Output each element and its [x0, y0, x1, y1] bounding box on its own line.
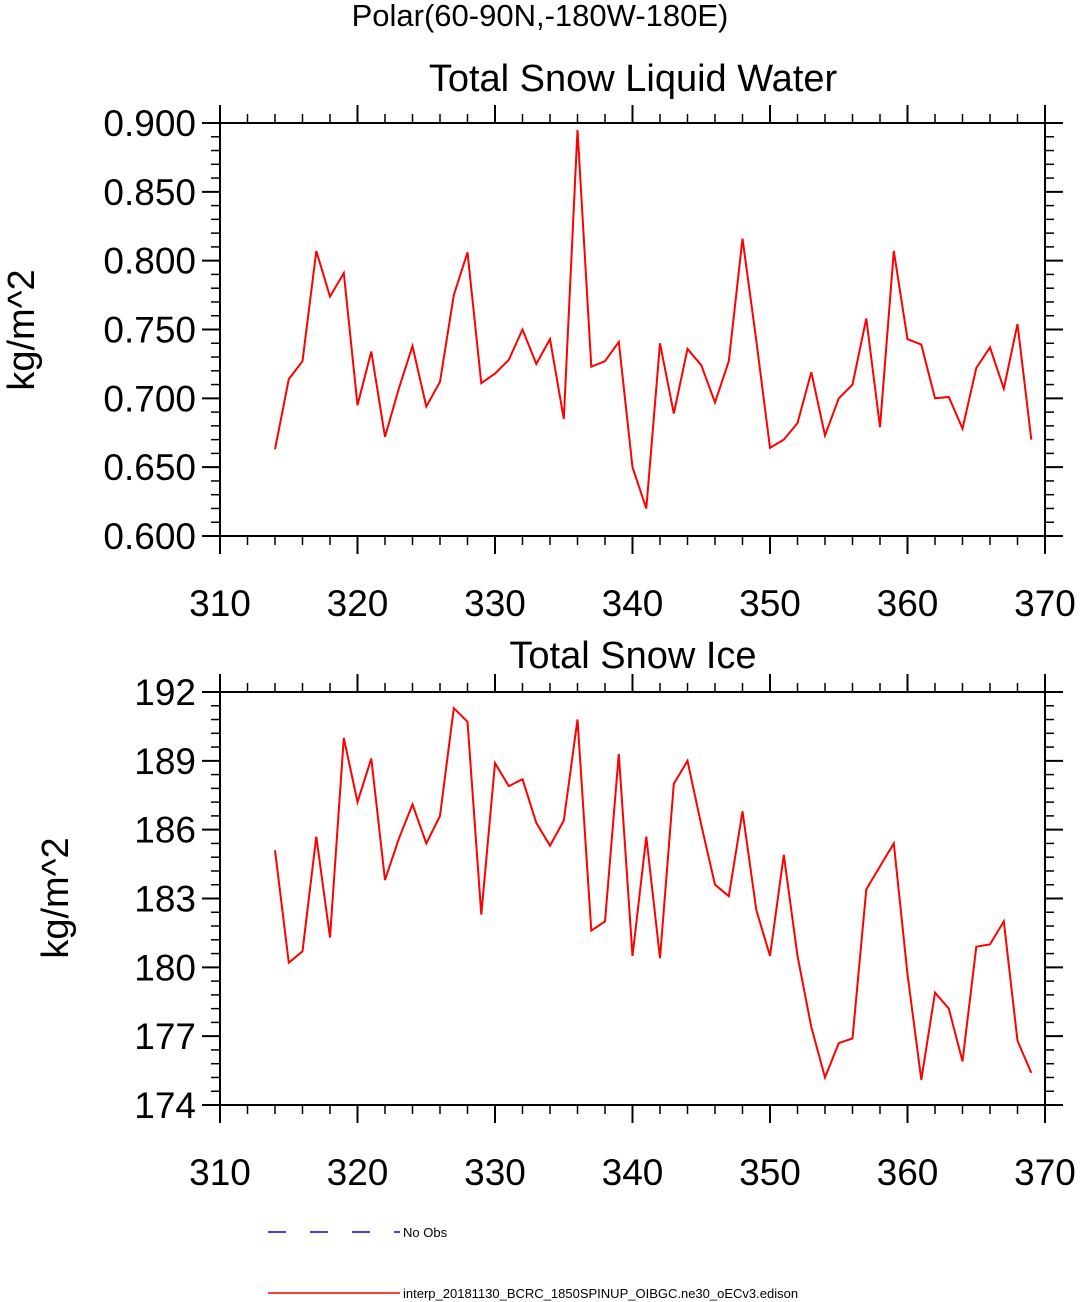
x-tick-label: 340: [602, 1152, 664, 1193]
x-tick-label: 350: [739, 1152, 801, 1193]
y-tick-label: 0.650: [103, 447, 196, 488]
y-tick-label: 189: [134, 741, 196, 782]
x-tick-label: 330: [464, 1152, 526, 1193]
snow-ice-panel: Total Snow Ice kg/m^2 174 177 180 183 186 189…: [35, 635, 1076, 1193]
y-tick-label: 186: [134, 810, 196, 851]
y-tick-label: 177: [134, 1016, 196, 1057]
y-tick-label: 180: [134, 947, 196, 988]
x-tick-label: 310: [189, 1152, 251, 1193]
y-tick-label: 183: [134, 879, 196, 920]
y-tick-label: 0.900: [103, 103, 196, 144]
data-series-line: [274, 129, 1033, 509]
liquid-water-panel: Total Snow Liquid Water kg/m^2 0.600 0.65…: [1, 58, 1076, 624]
y-tick-label: 0.800: [103, 241, 196, 282]
legend-label-model: interp_20181130_BCRC_1850SPINUP_OIBGC.ne…: [403, 1286, 798, 1301]
data-series-line: [274, 705, 1033, 1081]
x-tick-label: 370: [1014, 1152, 1076, 1193]
x-tick-label: 320: [327, 583, 389, 624]
x-tick-label: 360: [877, 583, 939, 624]
chart-title: Total Snow Liquid Water: [429, 58, 838, 100]
y-tick-label: 174: [134, 1085, 196, 1126]
y-tick-label: 0.850: [103, 172, 196, 213]
y-tick-label: 0.750: [103, 310, 196, 351]
x-tick-label: 340: [602, 583, 664, 624]
x-tick-label: 370: [1014, 583, 1076, 624]
y-tick-label: 0.600: [103, 516, 196, 557]
y-tick-label: 192: [134, 672, 196, 713]
legend-label-no-obs: No Obs: [403, 1225, 448, 1240]
x-tick-label: 360: [877, 1152, 939, 1193]
y-axis-label: kg/m^2: [35, 837, 77, 958]
chart-title: Total Snow Ice: [509, 635, 756, 677]
x-tick-label: 310: [189, 583, 251, 624]
plot-frame: [219, 691, 1046, 1106]
x-tick-label: 330: [464, 583, 526, 624]
y-tick-label: 0.700: [103, 378, 196, 419]
y-axis-label: kg/m^2: [1, 269, 43, 390]
x-tick-label: 320: [327, 1152, 389, 1193]
x-tick-label: 350: [739, 583, 801, 624]
plot-frame: [219, 122, 1046, 537]
page-title: Polar(60-90N,-180W-180E): [351, 0, 729, 33]
legend: No Obs interp_20181130_BCRC_1850SPINUP_O…: [268, 1225, 798, 1301]
